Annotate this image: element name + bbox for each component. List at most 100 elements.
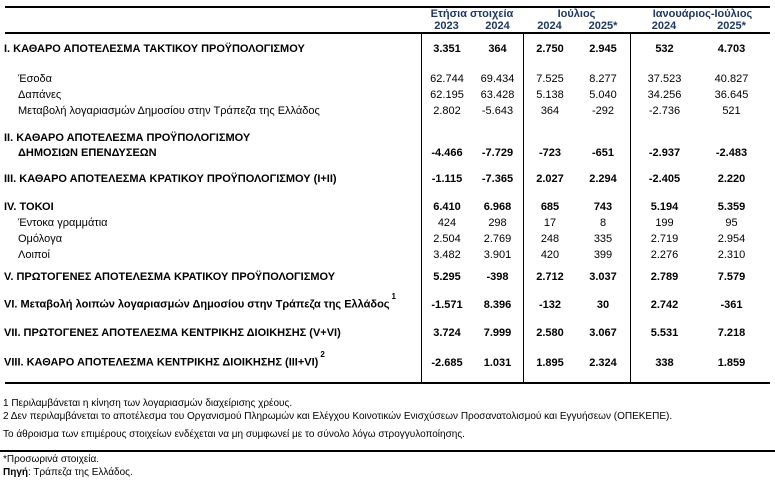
table-spacer-row <box>0 371 775 382</box>
table-row: VI. Μεταβολή λοιπών λογαριασμών Δημοσίου… <box>0 285 775 313</box>
row-label: Έντοκα γραμμάτια <box>18 217 108 229</box>
footnote-2: 2 Δεν περιλαμβάνεται το αποτέλεσμα του Ο… <box>3 411 673 422</box>
value-cell: -4.466 <box>421 119 472 161</box>
value-cell: 521 <box>722 105 741 117</box>
value-cell: 36.645 <box>714 89 749 101</box>
year-header-2025-janjuly: 2025* <box>717 20 746 32</box>
row-label: V. ΠΡΩΤΟΓΕΝΕΣ ΑΠΟΤΕΛΕΣΜΑ ΚΡΑΤΙΚΟΥ ΠΡΟΫΠΟ… <box>4 271 336 283</box>
row-label: VII. ΠΡΩΤΟΓΕΝΕΣ ΑΠΟΤΕΛΕΣΜΑ ΚΕΝΤΡΙΚΗΣ ΔΙΟ… <box>4 327 341 339</box>
value-cell: 3.067 <box>589 327 617 339</box>
value-cell: 95 <box>725 217 738 229</box>
footnote-marker: 1 <box>391 292 396 302</box>
value-cell: 685 <box>523 187 576 215</box>
table-row: VIII. ΚΑΘΑΡΟ ΑΠΟΤΕΛΕΣΜΑ ΚΕΝΤΡΙΚΗΣ ΔΙΟΙΚΗ… <box>0 341 775 371</box>
footnote-divider <box>0 450 775 452</box>
value-cell: 2.712 <box>523 263 576 285</box>
value-cell: 62.195 <box>421 87 472 103</box>
value-cell: 1.859 <box>717 357 746 369</box>
value-cell: 62.744 <box>421 57 472 87</box>
value-cell: 2.220 <box>717 173 746 185</box>
header-spacer <box>0 20 421 32</box>
value-cell: 3.724 <box>421 313 472 341</box>
value-cell: 2.027 <box>523 161 576 187</box>
value-cell: 5.531 <box>630 313 698 341</box>
value-cell: 2.276 <box>630 247 698 263</box>
value-cell: 8 <box>599 217 607 229</box>
table-row: Μεταβολή λογαριασμών Δημοσίου στην Τράπε… <box>0 103 775 119</box>
value-cell: 5.194 <box>630 187 698 215</box>
table-header-groups: Ετήσια στοιχεία Ιούλιος Ιανουάριος-Ιούλι… <box>0 8 775 20</box>
value-cell: 2.580 <box>523 313 576 341</box>
value-cell: 5.295 <box>421 263 472 285</box>
row-label: VIII. ΚΑΘΑΡΟ ΑΠΟΤΕΛΕΣΜΑ ΚΕΝΤΡΙΚΗΣ ΔΙΟΙΚΗ… <box>4 350 325 369</box>
row-label: IV. ΤΟΚΟΙ <box>4 201 54 213</box>
value-cell: 6.968 <box>483 201 512 213</box>
value-cell <box>576 371 630 382</box>
table-row: Έσοδα 62.744 69.434 7.525 8.277 37.523 4… <box>0 57 775 87</box>
value-cell: -1.571 <box>421 285 472 313</box>
footnote-1: 1 Περιλαμβάνεται η κίνηση των λογαριασμώ… <box>3 398 293 409</box>
row-label: Ομόλογα <box>18 233 63 245</box>
column-group-annual: Ετήσια στοιχεία <box>430 8 514 20</box>
value-cell <box>421 371 472 382</box>
table-row: V. ΠΡΩΤΟΓΕΝΕΣ ΑΠΟΤΕΛΕΣΜΑ ΚΡΑΤΙΚΟΥ ΠΡΟΫΠΟ… <box>0 263 775 285</box>
table-header-years: 2023 2024 2024 2025* 2024 2025* <box>0 20 775 32</box>
table-row: IV. ΤΟΚΟΙ 6.410 6.968 685 743 5.194 5.35… <box>0 187 775 215</box>
value-cell: -7.365 <box>481 173 514 185</box>
value-cell: -651 <box>591 147 615 159</box>
year-header-2024-janjuly: 2024 <box>651 20 677 32</box>
value-cell: 2.310 <box>717 249 746 261</box>
value-cell: 2.324 <box>589 357 617 369</box>
value-cell: -2.937 <box>630 119 698 161</box>
value-cell: 3.482 <box>421 247 472 263</box>
value-cell: 34.256 <box>630 87 698 103</box>
value-cell: -132 <box>523 285 576 313</box>
value-cell: 5.040 <box>589 89 617 101</box>
table-row: I. ΚΑΘΑΡΟ ΑΠΟΤΕΛΕΣΜΑ ΤΑΚΤΙΚΟΥ ΠΡΟΫΠΟΛΟΓΙ… <box>0 34 775 57</box>
value-cell: 743 <box>593 201 613 213</box>
value-cell: 2.742 <box>630 285 698 313</box>
value-cell: 298 <box>488 217 507 229</box>
table-row: VII. ΠΡΩΤΟΓΕΝΕΣ ΑΠΟΤΕΛΕΣΜΑ ΚΕΝΤΡΙΚΗΣ ΔΙΟ… <box>0 313 775 341</box>
row-label: II. ΚΑΘΑΡΟ ΑΠΟΤΕΛΕΣΜΑ ΠΡΟΫΠΟΛΟΓΙΣΜΟΥ ΔΗΜ… <box>4 132 251 159</box>
value-cell: 199 <box>630 215 698 231</box>
value-cell: 1.031 <box>483 357 512 369</box>
value-cell <box>698 371 775 382</box>
footnotes-block: 1 Περιλαμβάνεται η κίνηση των λογαριασμώ… <box>0 397 775 441</box>
row-label: Δαπάνες <box>18 89 62 101</box>
value-cell: 4.703 <box>717 43 746 55</box>
value-cell: 2.719 <box>630 231 698 247</box>
value-cell: 2.769 <box>483 233 512 245</box>
value-cell: 7.525 <box>523 57 576 87</box>
table-row: Λοιποί 3.482 3.901 420 399 2.276 2.310 <box>0 247 775 263</box>
value-cell: -361 <box>720 299 743 311</box>
value-cell: -2.405 <box>630 161 698 187</box>
value-cell: 364 <box>488 43 507 55</box>
year-header-2025-july: 2025* <box>588 20 618 32</box>
table-top-border <box>5 6 770 8</box>
row-label: I. ΚΑΘΑΡΟ ΑΠΟΤΕΛΕΣΜΑ ΤΑΚΤΙΚΟΥ ΠΡΟΫΠΟΛΟΓΙ… <box>4 43 305 55</box>
value-cell: 30 <box>596 299 610 311</box>
value-cell <box>472 371 523 382</box>
value-cell: 364 <box>523 103 576 119</box>
value-cell: -2.685 <box>421 341 472 371</box>
provisional-note: *Προσωρινά στοιχεία. <box>3 454 100 465</box>
value-cell: 5.138 <box>523 87 576 103</box>
table-row: Ομόλογα 2.504 2.769 248 335 2.719 2.954 <box>0 231 775 247</box>
value-cell: -2.483 <box>715 147 748 159</box>
table-row: III. ΚΑΘΑΡΟ ΑΠΟΤΕΛΕΣΜΑ ΚΡΑΤΙΚΟΥ ΠΡΟΫΠΟΛΟ… <box>0 161 775 187</box>
source-text: : Τράπεζα της Ελλάδος. <box>28 467 133 478</box>
header-spacer <box>0 8 421 20</box>
value-cell: -2.736 <box>630 103 698 119</box>
row-label: Μεταβολή λογαριασμών Δημοσίου στην Τράπε… <box>18 105 320 117</box>
value-cell: 399 <box>593 249 613 261</box>
value-cell: 6.410 <box>421 187 472 215</box>
value-cell: 532 <box>630 34 698 57</box>
value-cell: 2.750 <box>523 34 576 57</box>
value-cell: 40.827 <box>714 73 749 85</box>
row-label <box>0 371 421 382</box>
value-cell: 7.218 <box>717 327 746 339</box>
row-label-line2: ΔΗΜΟΣΙΩΝ ΕΠΕΝΔΥΣΕΩΝ <box>18 147 157 159</box>
value-cell <box>523 371 576 382</box>
value-cell: -7.729 <box>481 147 514 159</box>
